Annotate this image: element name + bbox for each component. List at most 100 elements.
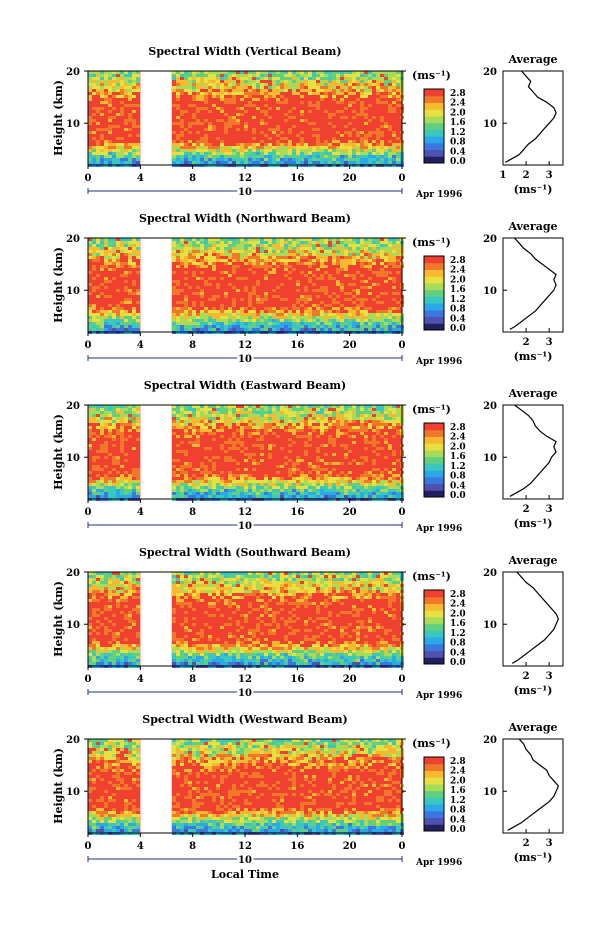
heatmap-cell xyxy=(188,578,192,581)
heatmap-cell xyxy=(256,77,260,80)
heatmap-cell xyxy=(256,438,260,441)
heatmap-cell xyxy=(240,307,244,310)
heatmap-cell xyxy=(376,253,380,256)
heatmap-cell xyxy=(372,417,376,420)
heatmap-cell xyxy=(356,146,360,149)
heatmap-cell xyxy=(112,262,116,265)
heatmap-cell xyxy=(304,143,308,146)
heatmap-cell xyxy=(304,119,308,122)
heatmap-cell xyxy=(108,486,112,489)
heatmap-cell xyxy=(344,307,348,310)
heatmap-cell xyxy=(204,101,208,104)
heatmap-cell xyxy=(364,578,368,581)
heatmap-cell xyxy=(180,465,184,468)
heatmap-cell xyxy=(276,316,280,319)
heatmap-cell xyxy=(288,116,292,119)
heatmap-cell xyxy=(92,483,96,486)
heatmap-cell xyxy=(376,149,380,152)
heatmap-cell xyxy=(384,95,388,98)
heatmap-cell xyxy=(124,122,128,125)
heatmap-cell xyxy=(332,489,336,492)
heatmap-cell xyxy=(240,411,244,414)
heatmap-cell xyxy=(196,316,200,319)
heatmap-cell xyxy=(364,495,368,498)
heatmap-cell xyxy=(284,322,288,325)
heatmap-cell xyxy=(120,322,124,325)
heatmap-cell xyxy=(316,238,320,241)
heatmap-cell xyxy=(388,480,392,483)
heatmap-cell xyxy=(240,74,244,77)
heatmap-cell xyxy=(256,313,260,316)
heatmap-cell xyxy=(332,328,336,331)
heatmap-cell xyxy=(212,310,216,313)
heatmap-cell xyxy=(360,304,364,307)
heatmap-cell xyxy=(236,83,240,86)
heatmap-cell xyxy=(344,253,348,256)
heatmap-cell xyxy=(224,98,228,101)
heatmap-cell xyxy=(192,495,196,498)
heatmap-cell xyxy=(240,241,244,244)
heatmap-cell xyxy=(268,480,272,483)
heatmap-cell xyxy=(332,486,336,489)
heatmap-cell xyxy=(192,489,196,492)
heatmap-cell xyxy=(360,262,364,265)
heatmap-cell xyxy=(232,119,236,122)
heatmap-cell xyxy=(300,262,304,265)
heatmap-cell xyxy=(292,71,296,74)
heatmap-cell xyxy=(344,447,348,450)
heatmap-cell xyxy=(104,450,108,453)
heatmap-cell xyxy=(228,119,232,122)
heatmap-cell xyxy=(240,426,244,429)
heatmap-cell xyxy=(200,477,204,480)
heatmap-cell xyxy=(208,262,212,265)
heatmap-cell xyxy=(120,250,124,253)
heatmap-cell xyxy=(196,411,200,414)
heatmap-cell xyxy=(340,259,344,262)
heatmap-cell xyxy=(176,438,180,441)
heatmap-cell xyxy=(124,152,128,155)
heatmap-cell xyxy=(332,578,336,581)
heatmap-cell xyxy=(300,74,304,77)
heatmap-cell xyxy=(364,325,368,328)
heatmap-cell xyxy=(252,307,256,310)
heatmap-cell xyxy=(268,161,272,164)
heatmap-cell xyxy=(132,474,136,477)
heatmap-cell xyxy=(316,459,320,462)
heatmap-cell xyxy=(276,107,280,110)
heatmap-cell xyxy=(320,444,324,447)
heatmap-cell xyxy=(280,575,284,578)
heatmap-cell xyxy=(172,471,176,474)
heatmap-cell xyxy=(88,77,92,80)
heatmap-cell xyxy=(256,322,260,325)
heatmap-cell xyxy=(232,301,236,304)
heatmap-cell xyxy=(92,572,96,575)
colorbar-swatch xyxy=(424,423,444,431)
heatmap-cell xyxy=(380,301,384,304)
heatmap-cell xyxy=(372,283,376,286)
heatmap-cell xyxy=(240,86,244,89)
heatmap-cell xyxy=(188,140,192,143)
heatmap-cell xyxy=(180,495,184,498)
heatmap-cell xyxy=(92,247,96,250)
heatmap-cell xyxy=(224,77,228,80)
heatmap-cell xyxy=(204,304,208,307)
heatmap-cell xyxy=(268,265,272,268)
heatmap-cell xyxy=(348,483,352,486)
heatmap-cell xyxy=(208,152,212,155)
heatmap-cell xyxy=(356,158,360,161)
heatmap-cell xyxy=(392,325,396,328)
heatmap-cell xyxy=(236,310,240,313)
heatmap-cell xyxy=(332,492,336,495)
heatmap-cell xyxy=(180,110,184,113)
heatmap-cell xyxy=(184,268,188,271)
heatmap-cell xyxy=(336,149,340,152)
heatmap-cell xyxy=(368,268,372,271)
heatmap-cell xyxy=(280,146,284,149)
x-tick-label: 16 xyxy=(290,340,304,351)
heatmap-cell xyxy=(196,581,200,584)
heatmap-cell xyxy=(336,256,340,259)
heatmap-cell xyxy=(236,143,240,146)
heatmap-cell xyxy=(276,301,280,304)
heatmap-cell xyxy=(136,265,140,268)
heatmap-cell xyxy=(304,244,308,247)
